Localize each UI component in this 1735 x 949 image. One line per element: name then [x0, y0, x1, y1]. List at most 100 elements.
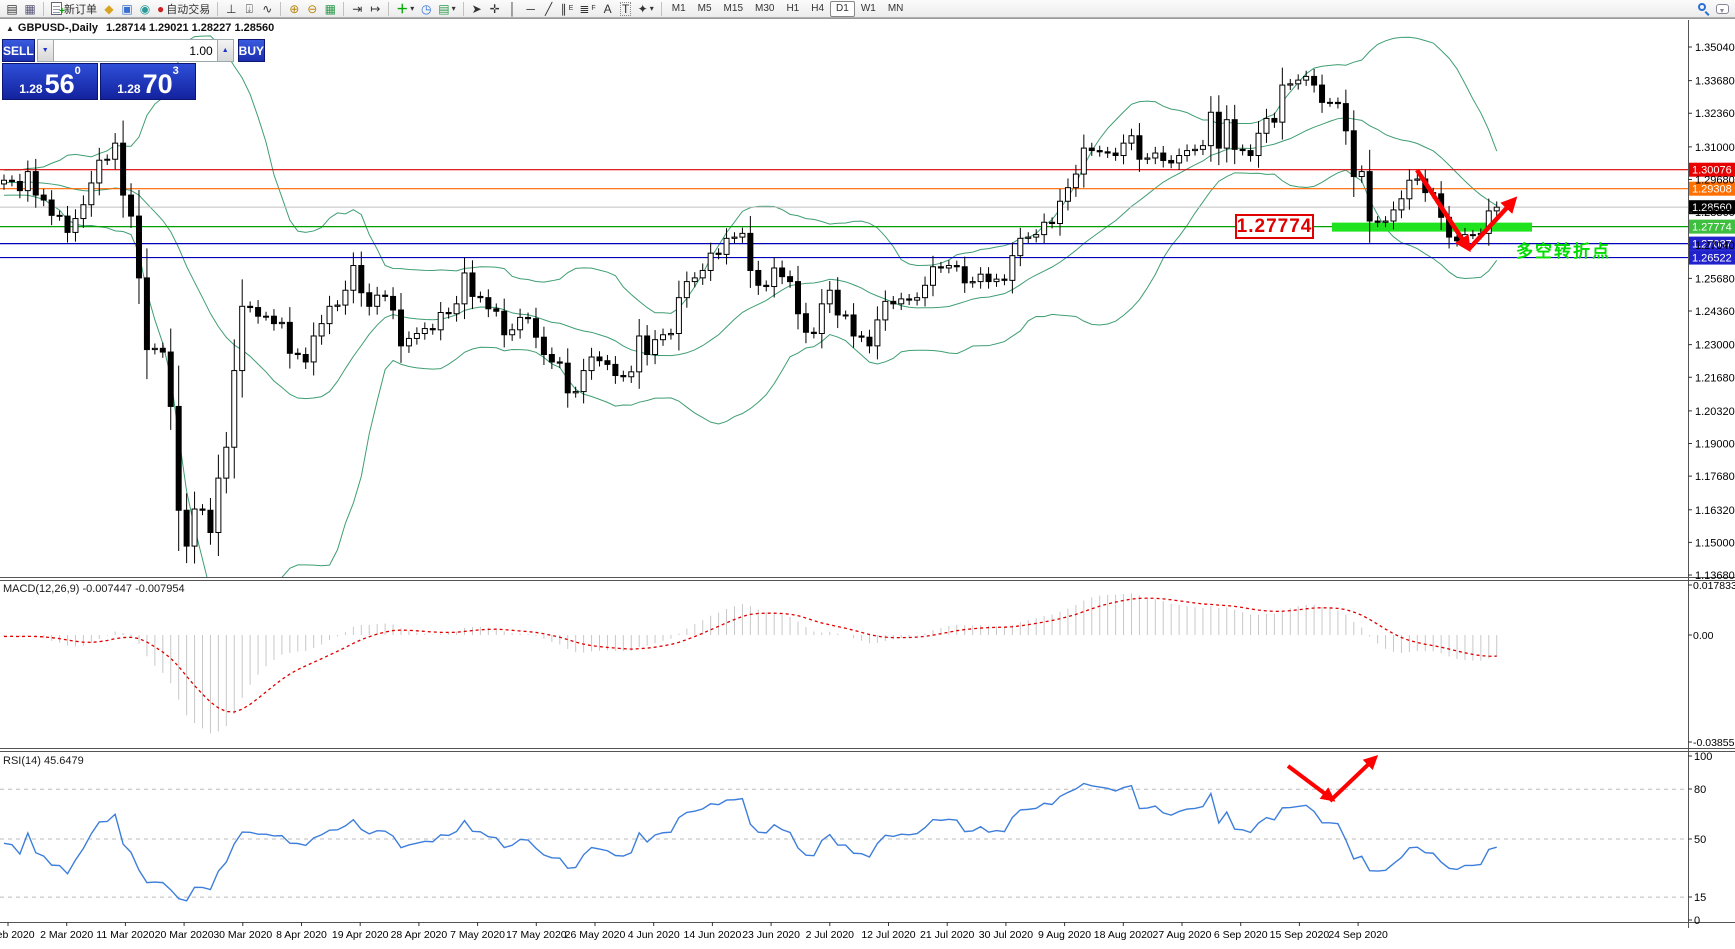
svg-text:1.29308: 1.29308	[1692, 184, 1732, 196]
candlestick-icon: ⍗	[245, 1, 253, 16]
channel-tool-button[interactable]: ∥ E	[558, 1, 577, 17]
crosshair-tool-button[interactable]: ✛	[486, 1, 504, 17]
metaeditor-button[interactable]: ◆	[100, 1, 118, 17]
sell-price-small: 1.28	[19, 82, 43, 96]
sell-price-pip: 0	[74, 65, 81, 77]
new-order-button[interactable]: + 新订单	[48, 1, 100, 17]
timeframe-h1[interactable]: H1	[786, 3, 800, 14]
label-tool-button[interactable]: T	[617, 1, 635, 17]
collapse-arrow-icon[interactable]: ▲	[6, 24, 14, 33]
volume-increase-button[interactable]: ▲	[216, 39, 234, 62]
svg-text:30 Mar 2020: 30 Mar 2020	[213, 929, 272, 941]
vertical-line-tool-button[interactable]: │	[504, 1, 522, 17]
toolbar-separator	[462, 1, 464, 16]
buy-button[interactable]: BUY	[237, 39, 266, 62]
sell-price-box[interactable]: 1.28 56 0	[2, 63, 98, 100]
periods-button[interactable]: ◷	[417, 1, 435, 17]
svg-text:1 Feb 2020: 1 Feb 2020	[0, 929, 35, 941]
support-price-callout[interactable]: 1.27774	[1235, 214, 1314, 239]
zoom-in-button[interactable]: ⊕	[285, 1, 303, 17]
candlestick-chart-button[interactable]: ⍗	[240, 1, 258, 17]
zoom-out-button[interactable]: ⊖	[303, 1, 321, 17]
chart-window: 1.30076 1.29308 1.28560 1.27774 1.27087 1.265…	[0, 18, 1735, 944]
timeframe-d1[interactable]: D1	[830, 0, 855, 17]
profiles-button[interactable]: ▦	[21, 1, 39, 17]
svg-text:1.35040: 1.35040	[1695, 42, 1735, 54]
sell-price-big: 56	[44, 69, 75, 99]
metaeditor-icon: ◆	[104, 1, 114, 16]
crosshair-icon: ✛	[489, 1, 500, 16]
new-chart-button[interactable]: ▤	[3, 1, 21, 17]
shapes-tool-button[interactable]: ✦ ▾	[635, 1, 657, 17]
svg-text:28 Apr 2020: 28 Apr 2020	[391, 929, 448, 941]
svg-text:1.27040: 1.27040	[1695, 240, 1735, 252]
buy-price-small: 1.28	[117, 82, 141, 96]
toolbar-separator	[343, 1, 345, 16]
svg-text:23 Jun 2020: 23 Jun 2020	[742, 929, 800, 941]
text-tool-button[interactable]: A	[599, 1, 617, 17]
line-chart-button[interactable]: ∿	[258, 1, 276, 17]
signals-button[interactable]: ◉	[136, 1, 154, 17]
search-icon	[1698, 2, 1710, 16]
candlesticks[interactable]	[1, 67, 1500, 564]
support-band[interactable]	[1332, 222, 1532, 232]
svg-text:1.16320: 1.16320	[1695, 505, 1735, 517]
svg-text:20 Mar 2020: 20 Mar 2020	[155, 929, 214, 941]
buy-price-pip: 3	[172, 65, 179, 77]
templates-button[interactable]: ▤ ▾	[435, 1, 458, 17]
fibonacci-tool-button[interactable]: ≣ F	[576, 1, 598, 17]
svg-text:1.24360: 1.24360	[1695, 306, 1735, 318]
symbol-period-label: GBPUSD-,Daily	[17, 22, 98, 34]
trend-arrows[interactable]	[1415, 168, 1518, 253]
svg-text:1.26522: 1.26522	[1692, 253, 1732, 265]
chart-shift-icon: ↦	[370, 1, 381, 16]
turning-point-annotation[interactable]: 多空转折点	[1516, 242, 1611, 261]
text-tool-icon: A	[603, 1, 612, 16]
svg-text:8 Apr 2020: 8 Apr 2020	[276, 929, 327, 941]
auto-scroll-icon: ⇥	[352, 1, 363, 16]
svg-text:1.21680: 1.21680	[1695, 372, 1735, 384]
terminal-button[interactable]: ▣	[118, 1, 136, 17]
svg-text:14 Jun 2020: 14 Jun 2020	[683, 929, 741, 941]
timeframe-w1[interactable]: W1	[860, 3, 876, 14]
svg-text:21 Jul 2020: 21 Jul 2020	[920, 929, 974, 941]
volume-input[interactable]	[53, 39, 217, 62]
timeframe-m5[interactable]: M5	[697, 3, 712, 14]
timeframe-h4[interactable]: H4	[811, 3, 825, 14]
timeframe-m30[interactable]: M30	[755, 3, 775, 14]
bar-chart-button[interactable]: ⊥	[222, 1, 240, 17]
chart-shift-button[interactable]: ↦	[366, 1, 384, 17]
macd-plot[interactable]	[3, 593, 1498, 734]
macd-indicator-label: MACD(12,26,9) -0.007447 -0.007954	[3, 583, 185, 595]
auto-scroll-button[interactable]: ⇥	[348, 1, 366, 17]
svg-text:17 May 2020: 17 May 2020	[506, 929, 567, 941]
pane-frame	[0, 18, 1735, 928]
chart-canvas[interactable]: 1.300761.293081.285601.277741.270871.265…	[0, 18, 1735, 944]
timeframe-m1[interactable]: M1	[671, 3, 686, 14]
autotrading-button[interactable]: ● 自动交易	[154, 1, 213, 17]
buy-price-box[interactable]: 1.28 70 3	[100, 63, 196, 100]
cursor-tool-button[interactable]: ➤	[468, 1, 486, 17]
search-button[interactable]	[1695, 1, 1713, 17]
timeframe-m15[interactable]: M15	[723, 3, 743, 14]
indicators-button[interactable]: ＋ ▾	[393, 1, 417, 17]
new-chart-icon: ▤	[6, 1, 18, 16]
dropdown-arrow-icon: ▾	[649, 3, 654, 13]
rsi-plot[interactable]	[0, 782, 1688, 902]
indicators-icon: ＋	[396, 1, 409, 16]
rsi-trend-arrows[interactable]	[1286, 755, 1379, 803]
autotrading-icon: ●	[157, 1, 165, 16]
signals-icon: ◉	[139, 1, 151, 16]
one-click-trading-panel: SELL ▼ ▲ BUY 1.28 56 0 1.28 70 3	[2, 39, 266, 100]
tile-windows-button[interactable]: ▦	[321, 1, 339, 17]
trendline-tool-button[interactable]: ╱	[540, 1, 558, 17]
volume-decrease-button[interactable]: ▼	[36, 39, 54, 62]
horizontal-line-tool-button[interactable]: ─	[522, 1, 540, 17]
price-axis[interactable]: 1.35040 1.33680 1.32360 1.31000 1.29680 1.283…	[1688, 42, 1735, 582]
svg-text:0.017833: 0.017833	[1693, 580, 1735, 592]
timeframe-mn[interactable]: MN	[887, 3, 904, 14]
ohlc-values: 1.28714 1.29021 1.28227 1.28560	[106, 22, 275, 34]
sell-button[interactable]: SELL	[2, 39, 35, 62]
community-chat-button[interactable]	[1713, 1, 1732, 17]
